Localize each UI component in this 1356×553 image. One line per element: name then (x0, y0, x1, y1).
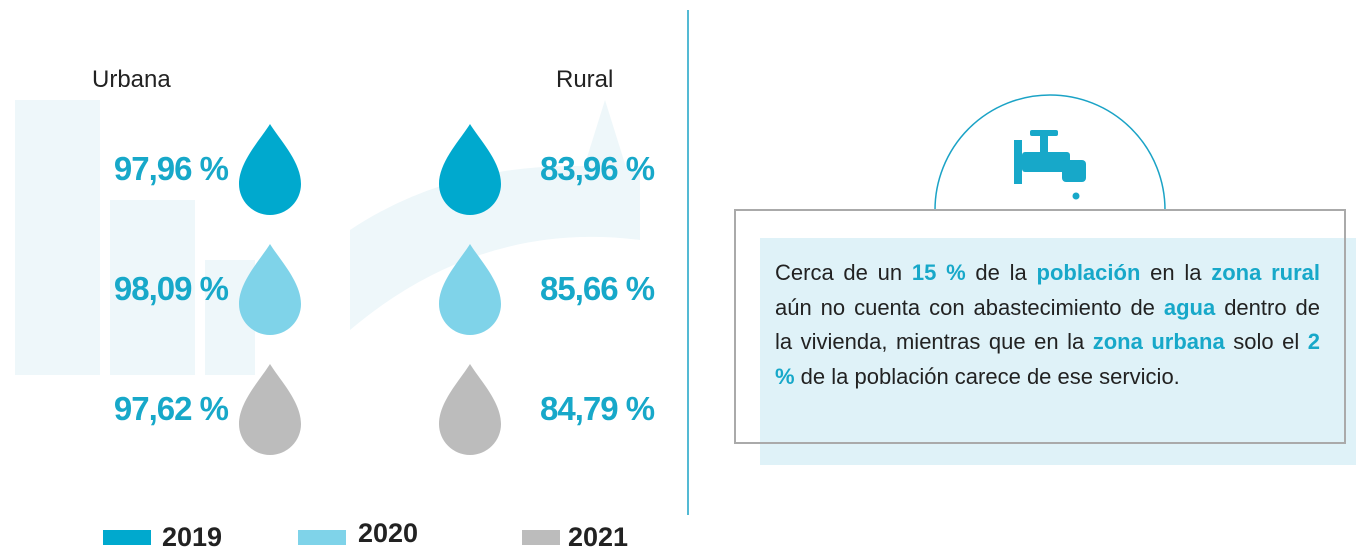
note-text: aún no cuenta con abastecimiento de (775, 295, 1164, 320)
percentage: 85,66 % (540, 270, 654, 308)
percentage: 97,96 % (114, 150, 228, 188)
note-highlight: zona rural (1211, 260, 1320, 285)
faucet-handle (1030, 130, 1058, 136)
note-highlight: 15 % (912, 260, 966, 285)
water-drop (239, 364, 301, 455)
note-highlight: población (1037, 260, 1141, 285)
water-drop (239, 244, 301, 335)
note-text: Cerca de un (775, 260, 912, 285)
water-drop (439, 124, 501, 215)
background-city (15, 100, 640, 375)
water-drop (239, 124, 301, 215)
percentage: 97,62 % (114, 390, 228, 428)
page: Cerca de un 15 % de la población en la z… (0, 0, 1356, 552)
legend-swatch (103, 530, 151, 545)
faucet-pipe (1014, 140, 1022, 184)
note-highlight: agua (1164, 295, 1215, 320)
column-label: Rural (556, 66, 613, 94)
legend-swatch (298, 530, 346, 545)
column-label: Urbana (92, 66, 171, 94)
note-text: en la (1140, 260, 1211, 285)
note-text: de la población carece de ese servicio. (795, 364, 1180, 389)
faucet-spout (1062, 160, 1086, 182)
note: Cerca de un 15 % de la población en la z… (775, 256, 1320, 394)
note-text: de la (966, 260, 1037, 285)
legend-label: 2019 (162, 522, 222, 553)
note-highlight: zona urbana (1093, 329, 1225, 354)
legend-label: 2020 (358, 518, 418, 549)
percentage: 84,79 % (540, 390, 654, 428)
water-drop (439, 364, 501, 455)
percentage: 98,09 % (114, 270, 228, 308)
water-drop (1073, 193, 1080, 200)
faucet-stem (1040, 134, 1048, 152)
building (15, 100, 100, 375)
legend-label: 2021 (568, 522, 628, 553)
legend-swatch (522, 530, 560, 545)
faucet-icon (1014, 130, 1086, 200)
note-text: solo el (1225, 329, 1308, 354)
percentage: 83,96 % (540, 150, 654, 188)
